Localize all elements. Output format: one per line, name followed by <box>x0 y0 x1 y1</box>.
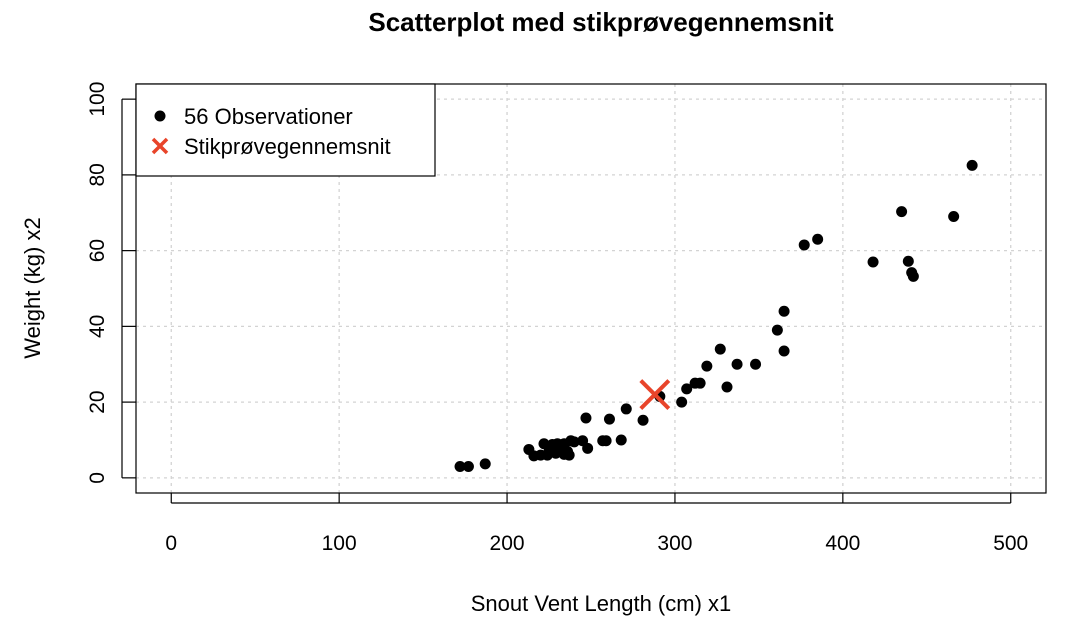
sample-mean-marker <box>639 379 671 410</box>
observation-point <box>798 239 810 251</box>
observation-point <box>721 381 733 393</box>
observation-point <box>812 233 824 245</box>
observation-point <box>714 343 726 355</box>
x-axis: 0 100 200 300 400 500 <box>165 493 1028 555</box>
observation-point <box>568 436 580 448</box>
legend: 56 Observationer Stikprøvegennemsnit <box>135 83 436 177</box>
observation-point <box>563 449 575 461</box>
observation-point <box>778 345 790 357</box>
observation-point <box>603 413 615 425</box>
chart-title: Scatterplot med stikprøvegennemsnit <box>368 7 834 37</box>
x-tick-label: 100 <box>322 532 357 555</box>
observation-point <box>615 434 627 446</box>
observation-point <box>637 414 649 426</box>
plot-frame <box>135 83 1047 494</box>
legend-label-observations: 56 Observationer <box>184 104 353 129</box>
observation-point <box>750 358 762 370</box>
observation-point <box>454 460 466 472</box>
y-tick-label: 0 <box>86 472 109 484</box>
observation-point <box>907 270 919 282</box>
observation-point <box>580 412 592 424</box>
legend-box <box>135 83 436 177</box>
x-tick-label: 200 <box>490 532 525 555</box>
legend-marker-mean <box>151 137 169 155</box>
y-tick-label: 40 <box>86 315 109 338</box>
y-axis-label: Weight (kg) x2 <box>20 217 45 358</box>
observation-point <box>771 324 783 336</box>
x-axis-label: Snout Vent Length (cm) x1 <box>471 591 732 616</box>
observation-point <box>582 442 594 454</box>
observation-point <box>701 360 713 372</box>
x-tick-label: 500 <box>993 532 1028 555</box>
legend-label-mean: Stikprøvegennemsnit <box>184 134 391 159</box>
observation-point <box>966 159 978 171</box>
observation-point <box>676 396 688 408</box>
observation-point <box>600 435 612 447</box>
observation-point <box>731 358 743 370</box>
x-tick-label: 0 <box>165 532 177 555</box>
observation-point <box>462 460 474 472</box>
y-tick-label: 100 <box>86 82 109 117</box>
observation-point <box>479 458 491 470</box>
data-points <box>454 159 978 472</box>
x-tick-label: 300 <box>657 532 692 555</box>
grid-lines <box>136 84 1046 493</box>
observation-point <box>896 206 908 218</box>
observation-point <box>948 211 960 223</box>
observation-point <box>694 377 706 389</box>
observation-point <box>620 403 632 415</box>
y-tick-label: 20 <box>86 390 109 413</box>
y-tick-label: 80 <box>86 163 109 186</box>
x-tick-label: 400 <box>825 532 860 555</box>
y-axis: 0 20 40 60 80 100 <box>86 82 136 484</box>
legend-marker-observations <box>154 110 166 122</box>
observation-point <box>867 256 879 268</box>
y-tick-label: 60 <box>86 239 109 262</box>
observation-point <box>681 383 693 395</box>
observation-point <box>902 255 914 267</box>
observation-point <box>778 305 790 317</box>
